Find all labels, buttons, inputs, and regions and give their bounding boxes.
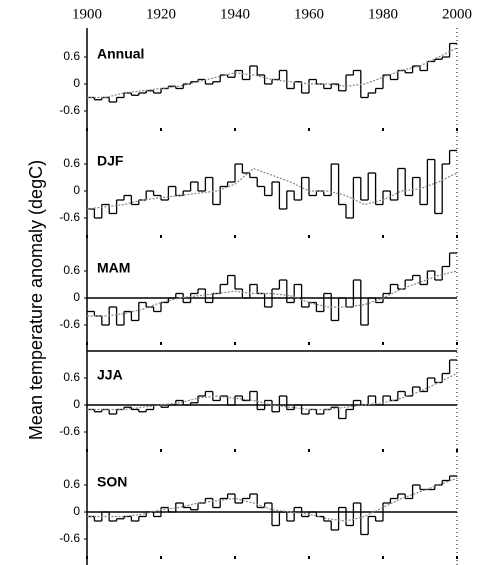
x-tick-dot (86, 449, 88, 452)
x-tick-label: 1940 (220, 6, 250, 22)
y-tick-label: 0 (73, 397, 80, 411)
y-tick-label: 0 (73, 290, 80, 304)
x-tick-dot (160, 235, 162, 238)
y-tick-label: 0.6 (63, 370, 80, 384)
y-tick-label: 0 (73, 76, 80, 90)
y-tick-label: 0.6 (63, 49, 80, 63)
y-tick-label: -0.6 (59, 103, 80, 117)
x-tick-dot (234, 128, 236, 131)
y-tick-label: -0.6 (59, 531, 80, 545)
y-tick-label: 0.6 (63, 477, 80, 491)
x-tick-dot (382, 342, 384, 345)
y-tick-label: -0.6 (59, 210, 80, 224)
x-tick-dot (456, 342, 458, 345)
y-axis-label: Mean temperature anomaly (degC) (26, 160, 46, 440)
x-tick-dot (234, 342, 236, 345)
smoothed-line (87, 372, 458, 411)
x-tick-dot (86, 128, 88, 131)
x-tick-dot (160, 556, 162, 559)
y-tick-label: 0 (73, 183, 80, 197)
x-tick-dot (308, 128, 310, 131)
y-tick-label: -0.6 (59, 317, 80, 331)
x-tick-dot (382, 128, 384, 131)
x-tick-dot (86, 342, 88, 345)
x-tick-dot (308, 342, 310, 345)
x-tick-dot (456, 449, 458, 452)
x-tick-dot (234, 449, 236, 452)
panel-label: DJF (97, 153, 124, 169)
x-tick-dot (86, 235, 88, 238)
y-tick-label: -0.6 (59, 424, 80, 438)
x-tick-dot (382, 235, 384, 238)
x-tick-dot (308, 449, 310, 452)
panel-label: SON (97, 474, 127, 490)
x-tick-dot (456, 235, 458, 238)
x-tick-dot (234, 556, 236, 559)
x-tick-label: 1960 (294, 6, 324, 22)
x-tick-dot (86, 556, 88, 559)
x-tick-label: 1980 (368, 6, 398, 22)
x-tick-dot (308, 556, 310, 559)
y-tick-label: 0.6 (63, 156, 80, 170)
x-tick-dot (456, 556, 458, 559)
x-tick-dot (160, 128, 162, 131)
y-tick-label: 0.6 (63, 263, 80, 277)
x-tick-dot (456, 128, 458, 131)
x-tick-dot (382, 556, 384, 559)
x-tick-label: 1900 (72, 6, 102, 22)
x-tick-dot (160, 449, 162, 452)
x-tick-label: 1920 (146, 6, 176, 22)
x-tick-label: 2000 (442, 6, 472, 22)
x-tick-dot (160, 342, 162, 345)
panel-label: MAM (97, 260, 130, 276)
y-tick-label: 0 (73, 504, 80, 518)
smoothed-line (87, 270, 458, 317)
x-tick-dot (382, 449, 384, 452)
panel-label: JJA (97, 367, 123, 383)
x-tick-dot (308, 235, 310, 238)
panel-label: Annual (97, 46, 144, 62)
x-tick-dot (234, 235, 236, 238)
smoothed-line (86, 167, 458, 210)
smoothed-line (87, 477, 458, 522)
